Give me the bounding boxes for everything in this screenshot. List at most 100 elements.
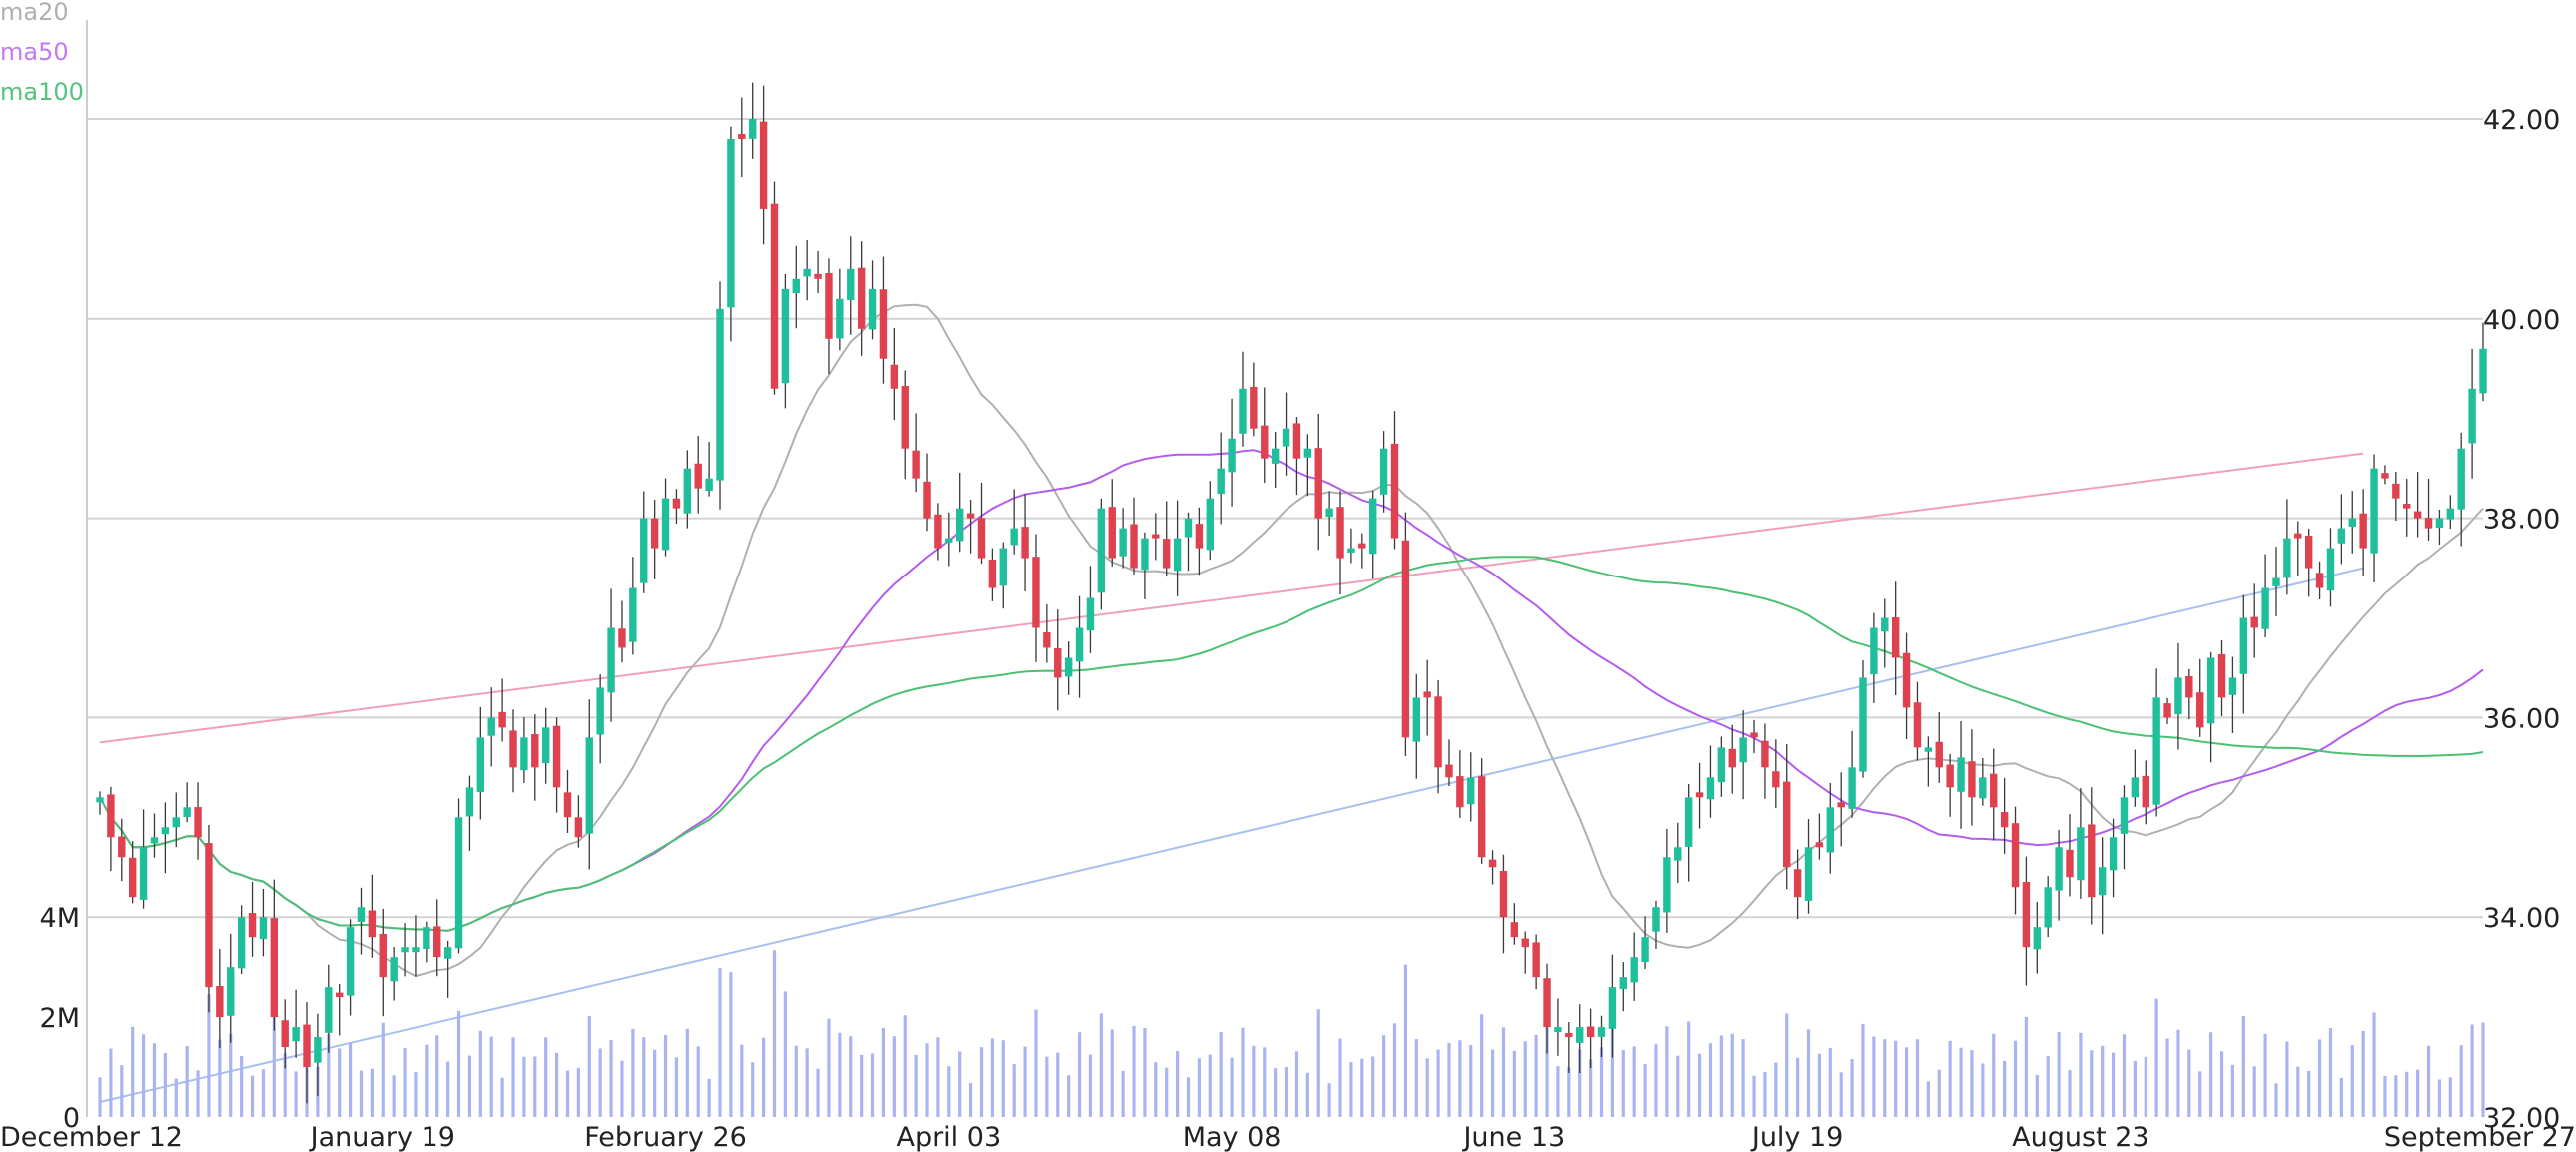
x-tick-label: January 19 — [309, 1122, 455, 1152]
volume-bar — [2481, 1022, 2485, 1117]
volume-bar — [685, 1028, 689, 1117]
candle-down — [2403, 504, 2411, 509]
candle-down — [2413, 511, 2422, 519]
volume-bar — [1545, 1025, 1549, 1117]
volume-bar — [1730, 1033, 1734, 1117]
candle-down — [2294, 533, 2302, 539]
volume-bar — [554, 1052, 559, 1117]
volume-bar — [467, 1055, 472, 1117]
volume-bar — [1099, 1013, 1103, 1117]
volume-bar — [327, 1034, 331, 1117]
volume-bar — [2405, 1071, 2409, 1117]
volume-bar — [903, 1015, 907, 1117]
volume-bar — [533, 1056, 537, 1117]
volume-bar — [1045, 1056, 1049, 1117]
volume-bar — [1263, 1047, 1267, 1117]
volume-bar — [1937, 1069, 1941, 1117]
volume-bar — [1501, 1027, 1506, 1117]
candle-down — [923, 481, 931, 519]
volume-bar — [707, 1078, 711, 1117]
candle-up — [465, 787, 474, 817]
candle-up — [2468, 388, 2476, 444]
candle-up — [2152, 697, 2160, 805]
volume-bar — [2285, 1041, 2289, 1117]
x-tick-label: July 19 — [1750, 1122, 1844, 1152]
candle-up — [2272, 577, 2280, 586]
candle-down — [2011, 823, 2020, 888]
candle-down — [1935, 741, 1943, 768]
candle-down — [531, 733, 539, 768]
volume-bar — [2003, 1060, 2007, 1117]
volume-bar — [772, 950, 777, 1117]
candle-down — [379, 933, 387, 978]
volume-bar — [207, 994, 211, 1117]
volume-bar — [196, 1070, 200, 1117]
volume-bar — [1741, 1039, 1745, 1117]
volume-bar — [587, 1015, 591, 1117]
volume-bar — [1959, 1047, 1963, 1117]
candle-up — [1064, 657, 1073, 677]
volume-bar — [1338, 1038, 1342, 1117]
volume-bar — [1392, 1023, 1397, 1117]
candle-down — [1946, 764, 1954, 788]
candle-up — [401, 947, 409, 953]
candle-up — [2239, 617, 2248, 674]
candle-up — [1576, 1027, 1584, 1043]
candle-down — [1021, 527, 1029, 559]
volume-bar — [1578, 1049, 1582, 1117]
volume-bar — [696, 1046, 700, 1117]
candle-down — [901, 385, 909, 449]
volume-bar — [816, 1068, 820, 1117]
volume-bar — [740, 1044, 744, 1117]
volume-bar — [1632, 1046, 1636, 1117]
volume-bar — [2459, 1045, 2463, 1117]
volume-bar — [1719, 1035, 1723, 1117]
volume-bar — [1534, 1034, 1538, 1117]
candle-up — [2055, 847, 2063, 891]
volume-bar — [827, 1018, 831, 1117]
candle-down — [1488, 859, 1497, 868]
candle-down — [857, 267, 866, 329]
candle-down — [1532, 942, 1540, 978]
candle-up — [2131, 777, 2140, 798]
volume-bar — [1796, 1057, 1800, 1117]
candle-up — [1870, 627, 1878, 675]
volume-bar — [2111, 1052, 2116, 1117]
candle-down — [1913, 702, 1922, 748]
volume-bar — [1589, 1059, 1593, 1117]
candle-up — [161, 827, 170, 835]
candle-up — [1282, 428, 1290, 447]
volume-bar — [642, 1037, 646, 1117]
candle-up — [1303, 448, 1312, 458]
candle-down — [738, 133, 746, 139]
candle-down — [1510, 922, 1519, 938]
volume-bar — [1480, 1014, 1484, 1117]
candle-up — [1271, 448, 1280, 464]
volume-bar — [1154, 1062, 1158, 1117]
volume-bar — [1458, 1040, 1462, 1117]
candle-down — [248, 913, 257, 938]
volume-bar — [1610, 1024, 1615, 1117]
candle-down — [966, 513, 975, 519]
volume-bar — [272, 1012, 276, 1117]
candle-up — [487, 717, 495, 736]
candle-up — [1075, 627, 1084, 662]
candle-down — [107, 794, 115, 838]
candle-up — [1859, 677, 1867, 772]
candle-up — [847, 268, 855, 301]
candle-down — [1695, 792, 1704, 798]
axes: 32.00 34.00 36.00 38.00 40.00 42.00 0 2M 4M Decem… — [0, 20, 2576, 1152]
volume-bar — [2154, 998, 2158, 1117]
candle-down — [2088, 824, 2096, 898]
volume-bar — [1599, 1047, 1604, 1117]
candle-up — [227, 967, 235, 1016]
volume-bar — [359, 1070, 364, 1117]
volume-bar — [958, 1051, 962, 1117]
volume-bar — [1904, 1047, 1909, 1117]
candle-up — [292, 1027, 300, 1042]
candle-up — [1412, 697, 1420, 742]
candle-up — [96, 797, 104, 803]
candle-down — [890, 364, 899, 389]
volume-bar — [1143, 1028, 1147, 1117]
volume-bar — [2241, 1016, 2245, 1117]
